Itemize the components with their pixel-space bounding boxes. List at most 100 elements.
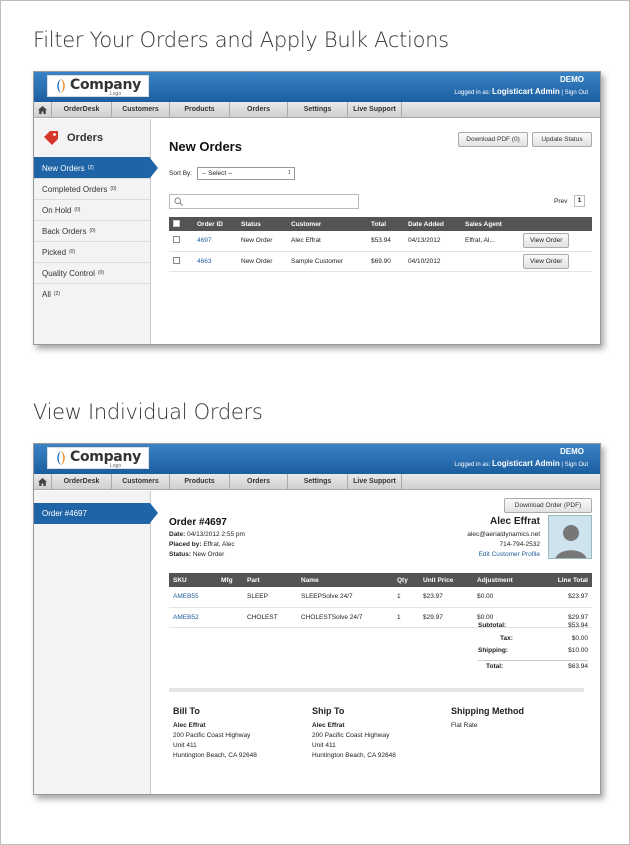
search-input[interactable] [169, 194, 359, 209]
table-row: AMEB55 SLEEP SLEEPSolve 24/7 1 $23.97 $0… [169, 587, 592, 608]
edit-customer-link[interactable]: Edit Customer Profile [478, 551, 540, 558]
nav-orderdesk[interactable]: OrderDesk [52, 102, 112, 117]
view-order-button[interactable]: View Order [523, 253, 570, 269]
row-checkbox[interactable] [173, 256, 180, 264]
nav-live-support[interactable]: Live Support [348, 474, 402, 489]
col-mfg: Mfg [217, 573, 243, 587]
nav-products[interactable]: Products [170, 102, 230, 117]
shipping-method: Shipping Method Flat Rate [451, 706, 524, 731]
order-agent [461, 251, 519, 272]
row-checkbox[interactable] [173, 236, 180, 244]
placed-by: Effrat, Alec [203, 541, 235, 548]
col-qty: Qty [393, 573, 419, 587]
col-adjustment: Adjustment [473, 573, 537, 587]
page-title: New Orders [169, 139, 242, 154]
user-avatar-icon [555, 525, 587, 558]
col-date-added[interactable]: Date Added [404, 217, 461, 231]
tag-icon [44, 131, 58, 145]
sidebar-item-new-orders[interactable]: New Orders (2) [34, 157, 158, 178]
line-items-table: SKU Mfg Part Name Qty Unit Price Adjustm… [169, 573, 592, 628]
sign-out-link[interactable]: Sign Out [564, 462, 588, 468]
table-header-row: Order ID Status Customer Total Date Adde… [169, 217, 592, 231]
sidebar-item-back-orders[interactable]: Back Orders (0) [34, 220, 150, 241]
nav-settings[interactable]: Settings [288, 102, 348, 117]
section-heading-filter: Filter Your Orders and Apply Bulk Action… [33, 28, 449, 52]
avatar [548, 515, 592, 559]
company-logo[interactable]: Company Logo [47, 447, 149, 469]
logged-in-info: Logged in as: Logisticart Admin | Sign O… [454, 87, 588, 96]
logo-subtext: Logo [110, 91, 122, 97]
app-header: Company Logo DEMO Logged in as: Logistic… [34, 72, 600, 102]
col-order-id[interactable]: Order ID [193, 217, 237, 231]
order-id-link[interactable]: 4697 [193, 231, 237, 252]
main-nav: OrderDesk Customers Products Orders Sett… [34, 102, 600, 118]
nav-live-support[interactable]: Live Support [348, 102, 402, 117]
sort-by-select[interactable]: -- Select -- ↕ [197, 167, 295, 180]
sidebar-header: Orders [34, 119, 150, 157]
sidebar-item-completed-orders[interactable]: Completed Orders (0) [34, 178, 150, 199]
select-arrows-icon: ↕ [287, 169, 292, 176]
download-pdf-button[interactable]: Download PDF (0) [458, 132, 528, 147]
home-icon[interactable] [34, 102, 52, 117]
sidebar-item-order[interactable]: Order #4697 [34, 503, 158, 524]
user-name: Logisticart Admin [492, 459, 560, 468]
order-customer: Sample Customer [287, 251, 367, 272]
user-name: Logisticart Admin [492, 87, 560, 96]
logo-text: Company [70, 77, 141, 93]
customer-info: Alec Effrat alec@aerialdynamics.net 714-… [467, 517, 540, 560]
env-label: DEMO [560, 447, 584, 456]
order-status: New Order [192, 551, 225, 558]
nav-customers[interactable]: Customers [112, 474, 170, 489]
col-customer[interactable]: Customer [287, 217, 367, 231]
view-order-button[interactable]: View Order [523, 233, 570, 249]
order-customer: Alec Effrat [287, 231, 367, 252]
col-total[interactable]: Total [367, 217, 404, 231]
section-divider [169, 688, 584, 692]
prev-link[interactable]: Prev [554, 198, 568, 205]
app-header: Company Logo DEMO Logged in as: Logistic… [34, 444, 600, 474]
nav-products[interactable]: Products [170, 474, 230, 489]
logo-subtext: Logo [110, 463, 122, 469]
env-label: DEMO [560, 75, 584, 84]
col-status[interactable]: Status [237, 217, 287, 231]
order-id-link[interactable]: 4663 [193, 251, 237, 272]
col-line-total: Line Total [536, 573, 592, 587]
order-total: $53.94 [367, 231, 404, 252]
nav-settings[interactable]: Settings [288, 474, 348, 489]
order-meta: Date: 04/13/2012 2:55 pm Placed by: Effr… [169, 531, 245, 558]
sidebar-item-all[interactable]: All (2) [34, 283, 150, 304]
order-date: 04/13/2012 2:55 pm [187, 531, 245, 538]
nav-customers[interactable]: Customers [112, 102, 170, 117]
col-sku: SKU [169, 573, 217, 587]
update-status-button[interactable]: Update Status [532, 132, 592, 147]
sidebar-item-quality-control[interactable]: Quality Control (0) [34, 262, 150, 283]
nav-orders[interactable]: Orders [230, 102, 288, 117]
company-logo[interactable]: Company Logo [47, 75, 149, 97]
search-icon [174, 197, 183, 206]
sort-by-label: Sort By: [169, 170, 193, 177]
col-unit-price: Unit Price [419, 573, 473, 587]
page-number-input[interactable]: 1 [574, 195, 585, 207]
customer-phone: 714-794-2532 [499, 541, 540, 548]
nav-orders[interactable]: Orders [230, 474, 288, 489]
select-all-checkbox[interactable] [173, 219, 180, 227]
sign-out-link[interactable]: Sign Out [564, 90, 588, 96]
home-icon[interactable] [34, 474, 52, 489]
order-status: New Order [237, 251, 287, 272]
nav-orderdesk[interactable]: OrderDesk [52, 474, 112, 489]
main-nav: OrderDesk Customers Products Orders Sett… [34, 474, 600, 490]
sku-link[interactable]: AMEB52 [169, 607, 217, 628]
sidebar-item-on-hold[interactable]: On Hold (0) [34, 199, 150, 220]
order-status: New Order [237, 231, 287, 252]
orders-list-screenshot: Company Logo DEMO Logged in as: Logistic… [33, 71, 601, 345]
order-title: Order #4697 [169, 517, 227, 528]
subtotal-value: $53.94 [568, 622, 588, 629]
sidebar-item-picked[interactable]: Picked (0) [34, 241, 150, 262]
col-sales-agent[interactable]: Sales Agent [461, 217, 519, 231]
download-order-pdf-button[interactable]: Download Order (PDF) [504, 498, 592, 513]
ship-to: Ship To Alec Effrat 200 Pacific Coast Hi… [312, 706, 396, 759]
bill-to-title: Bill To [173, 706, 200, 716]
sku-link[interactable]: AMEB55 [169, 587, 217, 608]
customer-name: Alec Effrat [489, 516, 540, 527]
order-sidebar: Order #4697 [34, 491, 158, 794]
